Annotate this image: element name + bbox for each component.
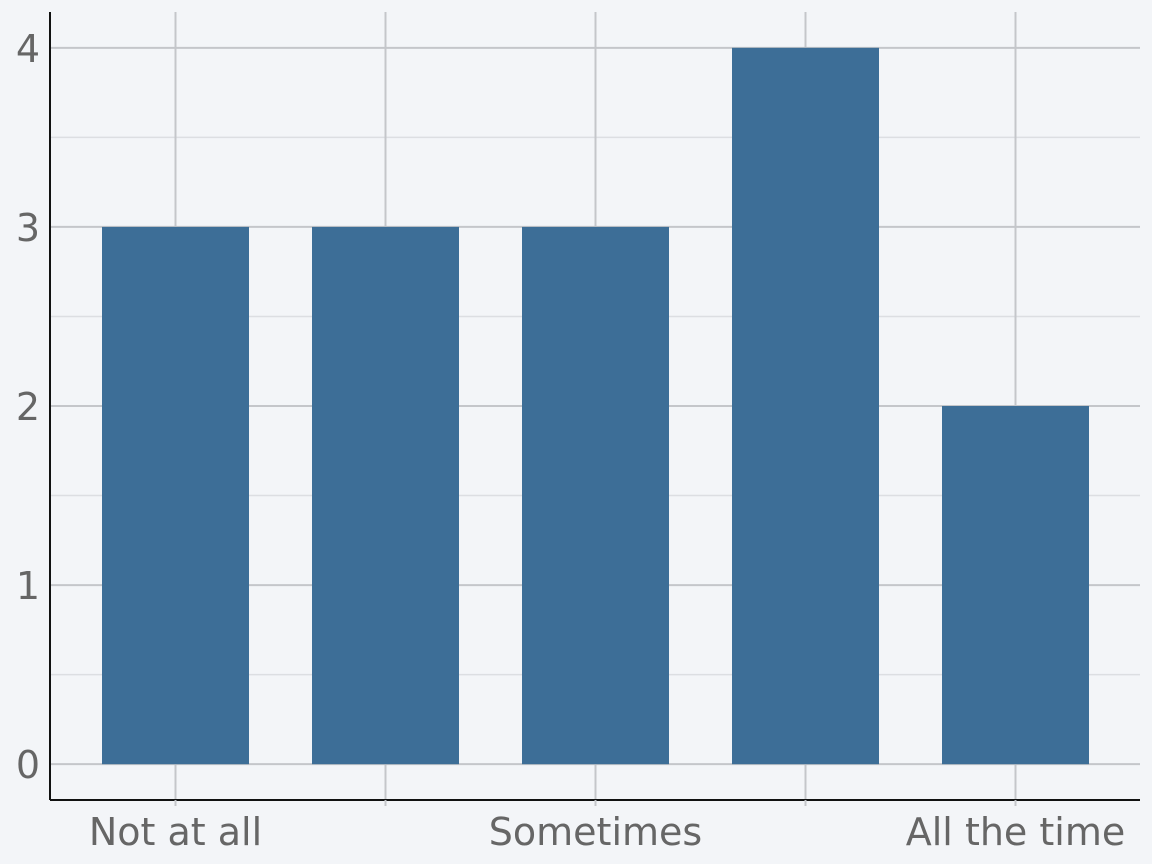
y-tick-label: 3 [16,206,40,250]
x-ticks: Not at all Sometimes All the time [89,800,1125,854]
y-tick-label: 4 [16,27,40,71]
bar [732,47,879,765]
y-tick-label: 0 [16,743,40,787]
bars [102,47,1089,765]
bar [522,226,669,765]
bar [942,406,1089,765]
y-tick-label: 2 [16,385,40,429]
y-ticks: 0 1 2 3 4 [16,27,40,787]
x-tick-label: All the time [906,810,1125,854]
y-tick-label: 1 [16,564,40,608]
x-tick-label: Not at all [89,810,262,854]
x-tick-label: Sometimes [489,810,702,854]
bar [312,226,459,765]
bar [102,226,249,765]
